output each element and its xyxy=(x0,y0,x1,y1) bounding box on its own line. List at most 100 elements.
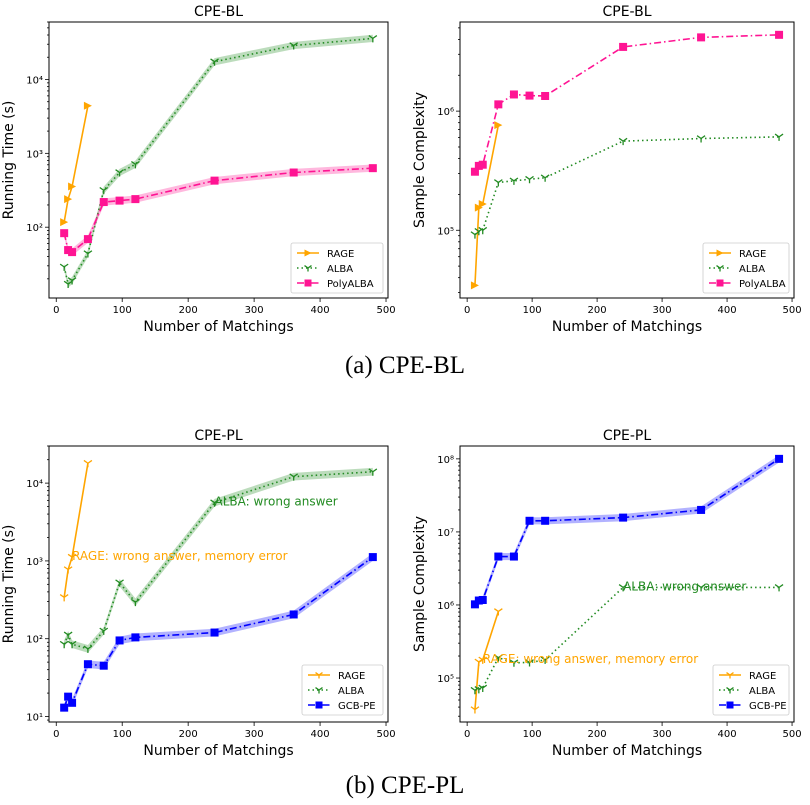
marker-tri-down xyxy=(63,566,73,574)
y-tick-label: 10⁸ xyxy=(437,455,454,466)
marker-tri-down xyxy=(131,598,140,607)
marker-triangle xyxy=(470,281,479,290)
marker-tri-down xyxy=(67,553,77,562)
marker-tri-down xyxy=(59,594,69,602)
series-alba xyxy=(470,133,784,239)
marker-triangle xyxy=(64,195,73,204)
marker-tri-down xyxy=(83,459,93,468)
subplot-2: CPE-BL 0 100 200 300 400 500 10⁵ 10⁶ Number of Ma… xyxy=(412,4,802,335)
legend-label: GCB-PE xyxy=(749,701,787,712)
marker-tri-down xyxy=(478,226,488,235)
marker-square xyxy=(60,229,69,238)
marker-triangle xyxy=(478,200,487,209)
annotation: RAGE: wrong answer, memory error xyxy=(72,549,287,563)
annotation: RAGE: wrong answer, memory error xyxy=(483,652,698,666)
marker-tri-down xyxy=(368,468,378,476)
marker-tri-down xyxy=(774,133,784,141)
x-axis-label: Number of Matchings xyxy=(552,743,702,759)
legend-label: PolyALBA xyxy=(327,279,374,290)
marker-square xyxy=(304,279,312,287)
x-tick-label: 400 xyxy=(718,729,737,740)
marker-triangle xyxy=(494,121,503,130)
x-tick-label: 500 xyxy=(376,729,395,740)
x-tick-label: 100 xyxy=(113,305,132,316)
series-alba xyxy=(59,34,378,289)
marker-tri-down xyxy=(540,656,550,664)
caption-a: (a) CPE-BL xyxy=(344,352,466,379)
series-polyalba xyxy=(60,164,377,257)
marker-tri-down xyxy=(131,160,140,169)
marker-tri-down xyxy=(474,227,484,236)
marker-tri-down xyxy=(493,654,503,662)
marker-square xyxy=(619,513,628,522)
marker-tri-down xyxy=(99,627,109,635)
series-line xyxy=(474,124,500,286)
y-tick-label: 10³ xyxy=(26,149,43,160)
axes-frame xyxy=(459,445,795,723)
marker-square xyxy=(115,196,124,205)
marker-square xyxy=(525,91,534,100)
marker-square xyxy=(470,167,479,176)
legend: RAGE ALBA PolyALBA xyxy=(290,242,384,294)
marker-square xyxy=(210,176,219,185)
marker-square xyxy=(509,552,518,561)
marker-square xyxy=(368,164,377,173)
x-tick-label: 500 xyxy=(783,729,802,740)
marker-square xyxy=(99,661,108,670)
marker-square xyxy=(99,198,108,207)
marker-tri-down xyxy=(210,499,219,507)
marker-square xyxy=(115,636,124,645)
x-axis-label: Number of Matchings xyxy=(552,319,702,335)
series-line xyxy=(474,458,780,605)
marker-tri-down xyxy=(67,277,77,285)
marker-tri-down xyxy=(774,584,784,592)
legend: RAGE ALBA GCB-PE xyxy=(301,664,384,716)
marker-tri-down xyxy=(304,265,312,272)
marker-tri-down xyxy=(478,684,488,693)
legend-label: RAGE xyxy=(338,671,365,682)
series-line xyxy=(474,136,780,236)
y-axis-label: Sample Complexity xyxy=(412,516,428,652)
marker-square xyxy=(210,628,219,637)
marker-tri-down xyxy=(618,137,628,146)
marker-square xyxy=(726,701,734,709)
legend-label: PolyALBA xyxy=(739,279,786,290)
marker-square xyxy=(64,692,73,701)
marker-tri-down xyxy=(289,42,299,50)
x-axis-label: Number of Matchings xyxy=(143,319,293,335)
marker-square xyxy=(131,195,140,204)
legend-label: RAGE xyxy=(749,671,776,682)
x-tick-label: 100 xyxy=(523,305,542,316)
axes-frame xyxy=(48,445,389,723)
legend: RAGE ALBA GCB-PE xyxy=(712,664,790,716)
x-tick-label: 400 xyxy=(311,729,330,740)
marker-tri-down xyxy=(67,640,77,649)
y-tick-label: 10⁵ xyxy=(437,674,454,685)
legend-box xyxy=(702,242,790,294)
series-line xyxy=(63,463,89,598)
marker-square xyxy=(68,698,77,707)
y-tick-label: 10⁵ xyxy=(437,226,454,237)
x-tick-label: 100 xyxy=(523,729,542,740)
marker-tri-down xyxy=(726,672,734,679)
marker-square xyxy=(83,235,92,244)
axes-frame xyxy=(459,21,795,299)
y-tick-label: 10⁴ xyxy=(26,75,43,86)
marker-square xyxy=(697,505,706,514)
series-gcb-pe xyxy=(60,553,377,712)
x-tick-label: 500 xyxy=(376,305,395,316)
marker-square xyxy=(775,30,784,39)
marker-tri-down xyxy=(696,584,706,592)
series-rage xyxy=(470,121,503,290)
chart-title: CPE-BL xyxy=(194,4,243,20)
marker-square xyxy=(541,516,550,525)
chart-title: CPE-PL xyxy=(194,428,243,444)
legend-label: RAGE xyxy=(739,249,766,260)
legend-label: ALBA xyxy=(338,686,364,697)
marker-tri-down xyxy=(210,58,219,66)
x-tick-label: 0 xyxy=(53,729,59,740)
marker-square xyxy=(478,160,487,169)
y-tick-label: 10⁶ xyxy=(437,601,454,612)
marker-tri-down xyxy=(115,579,124,587)
